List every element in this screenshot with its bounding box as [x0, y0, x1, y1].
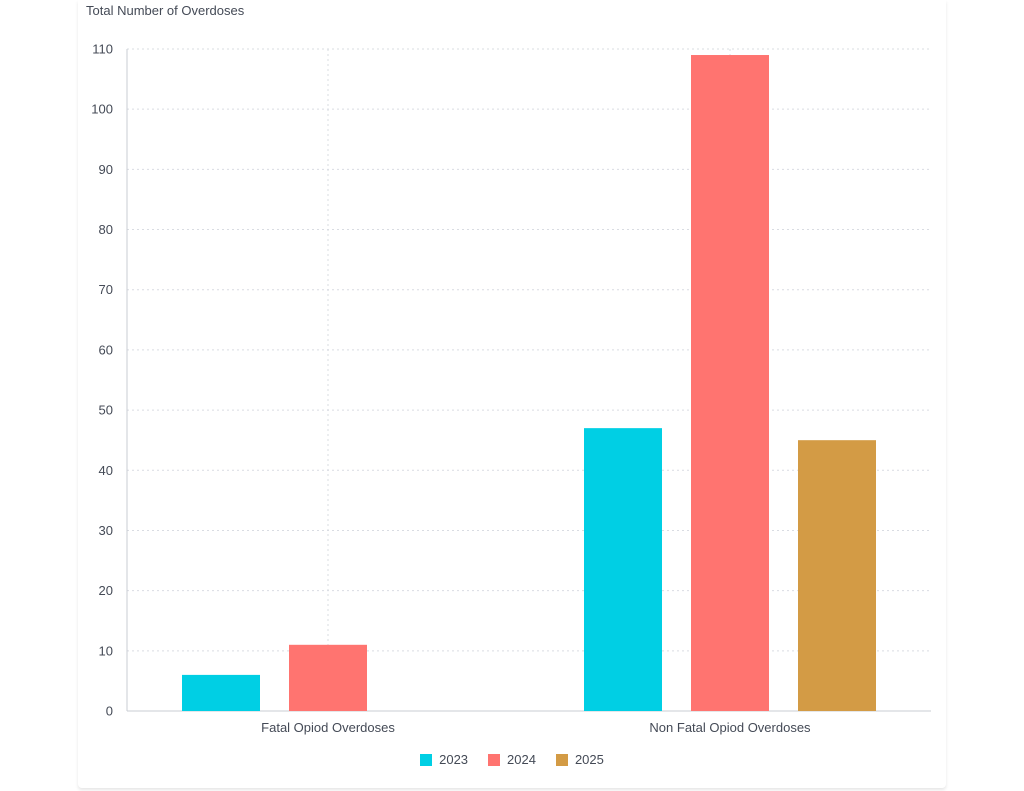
- y-axis-title: Total Number of Overdoses: [86, 3, 245, 18]
- y-tick-label: 0: [106, 704, 113, 719]
- legend-item-2024[interactable]: 2024: [488, 752, 536, 767]
- bar-2023[interactable]: [182, 674, 260, 711]
- tick-labels: 0 10 20 30 40 50 60 70 80 90 100 110 Fatal Opiod Ove…: [91, 42, 811, 736]
- legend-label: 2025: [574, 752, 604, 767]
- y-tick-label: 20: [99, 583, 113, 598]
- y-tick-label: 30: [99, 523, 113, 538]
- y-tick-label: 40: [99, 463, 113, 478]
- bar-2024[interactable]: [691, 55, 769, 711]
- legend-swatch: [420, 753, 433, 766]
- bar-2024[interactable]: [289, 644, 367, 711]
- y-tick-label: 50: [99, 403, 113, 418]
- y-tick-label: 110: [92, 42, 113, 57]
- bar-2025[interactable]: [798, 440, 876, 711]
- axes: [126, 49, 931, 712]
- legend-item-2025[interactable]: 2025: [555, 752, 604, 767]
- y-tick-label: 10: [99, 643, 113, 658]
- y-tick-label: 100: [91, 102, 113, 117]
- bar-2023[interactable]: [584, 428, 662, 711]
- legend-item-2023[interactable]: 2023: [420, 752, 468, 767]
- legend-label: 2023: [439, 752, 469, 767]
- legend-label: 2024: [507, 752, 536, 767]
- x-tick-label: Fatal Opiod Overdoses: [261, 720, 395, 735]
- y-tick-label: 80: [99, 222, 113, 237]
- y-tick-label: 60: [99, 342, 113, 357]
- legend: 2023 2024 2025: [0, 752, 1024, 767]
- y-tick-label: 70: [99, 282, 113, 297]
- bars: [182, 55, 876, 711]
- legend-swatch: [555, 753, 568, 766]
- y-tick-label: 90: [99, 162, 113, 177]
- legend-swatch: [488, 753, 501, 766]
- x-tick-label: Non Fatal Opiod Overdoses: [649, 720, 811, 735]
